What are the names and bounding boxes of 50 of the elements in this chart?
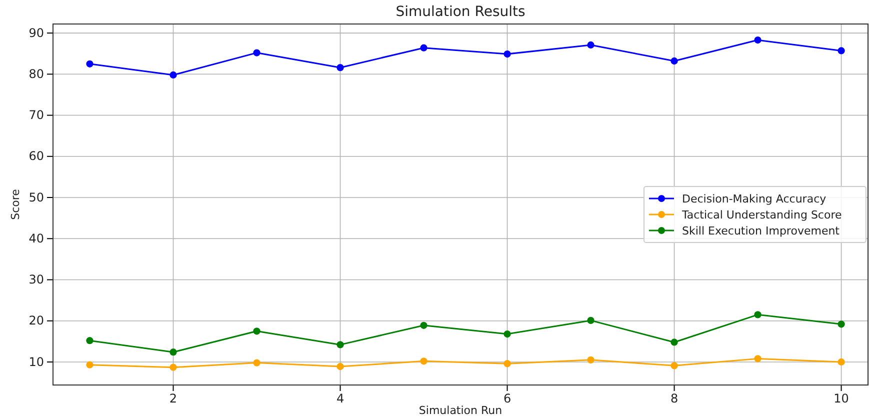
point (754, 36, 762, 44)
point (504, 50, 511, 58)
x-axis-title: Simulation Run (418, 404, 502, 417)
x-tick-label: 6 (503, 392, 512, 406)
point (253, 49, 260, 56)
x-tick-label: 8 (670, 392, 678, 406)
y-tick-label: 30 (28, 272, 44, 287)
y-axis-title: Score (9, 188, 22, 220)
point (170, 71, 177, 79)
point (86, 337, 94, 344)
point (336, 64, 344, 72)
point (170, 364, 177, 371)
x-tick-label: 4 (336, 392, 344, 406)
point (670, 338, 678, 346)
y-tick-label: 50 (28, 190, 44, 204)
point (838, 358, 845, 366)
y-tick-label: 80 (28, 67, 44, 81)
point (754, 311, 762, 318)
point (170, 348, 177, 356)
point (86, 60, 94, 68)
point (754, 355, 762, 362)
point (587, 41, 594, 49)
legend-label: Decision-Making Accuracy (682, 192, 827, 206)
point (838, 320, 845, 328)
y-tick-label: 20 (28, 314, 44, 328)
x-tick-label: 2 (169, 392, 178, 406)
point (86, 361, 94, 368)
y-tick-label: 70 (28, 108, 44, 122)
chart-title: Simulation Results (396, 4, 526, 20)
point (587, 356, 594, 364)
point (253, 359, 260, 366)
point (420, 44, 428, 52)
y-tick-label: 10 (28, 354, 44, 369)
y-tick-label: 60 (28, 149, 44, 164)
x-tick-label: 10 (834, 392, 849, 406)
point (420, 358, 428, 365)
point (670, 57, 678, 65)
point (336, 362, 344, 370)
point (336, 341, 344, 348)
legend-label: Tactical Understanding Score (681, 208, 842, 222)
legend-label: Skill Execution Improvement (682, 224, 840, 238)
point (587, 316, 594, 324)
y-tick-label: 90 (28, 26, 44, 40)
point (838, 47, 845, 54)
point (253, 328, 260, 335)
point (504, 330, 511, 338)
y-tick-label: 40 (28, 231, 44, 246)
point (670, 362, 678, 370)
point (504, 360, 511, 368)
point (420, 322, 428, 329)
